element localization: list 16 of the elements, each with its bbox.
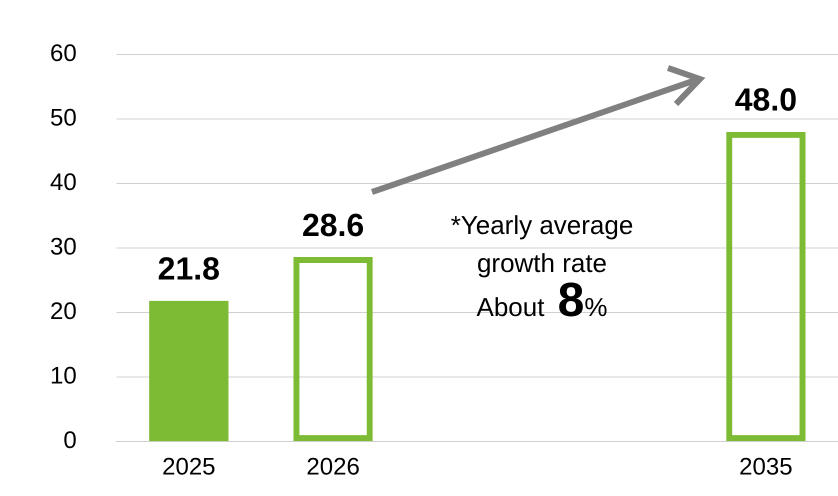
y-tick-label: 60 xyxy=(50,40,77,68)
data-label: 21.8 xyxy=(158,250,220,287)
annotation: *Yearly average xyxy=(450,209,634,242)
y-tick-label: 10 xyxy=(50,362,77,390)
data-label: 48.0 xyxy=(734,82,798,118)
x-tick-label: 2035 xyxy=(739,454,793,481)
y-tick-label: 0 xyxy=(63,427,77,454)
y-tick-label: 30 xyxy=(50,234,77,261)
y-tick-label: 20 xyxy=(50,298,77,326)
bar xyxy=(149,300,228,442)
y-tick-label: 50 xyxy=(50,104,77,132)
x-tick-label: 2026 xyxy=(306,454,360,481)
data-label: 28.6 xyxy=(302,206,364,243)
y-tick-label: 40 xyxy=(50,169,77,196)
annotation: growth rate xyxy=(476,247,608,280)
x-tick-label: 2025 xyxy=(162,454,216,481)
